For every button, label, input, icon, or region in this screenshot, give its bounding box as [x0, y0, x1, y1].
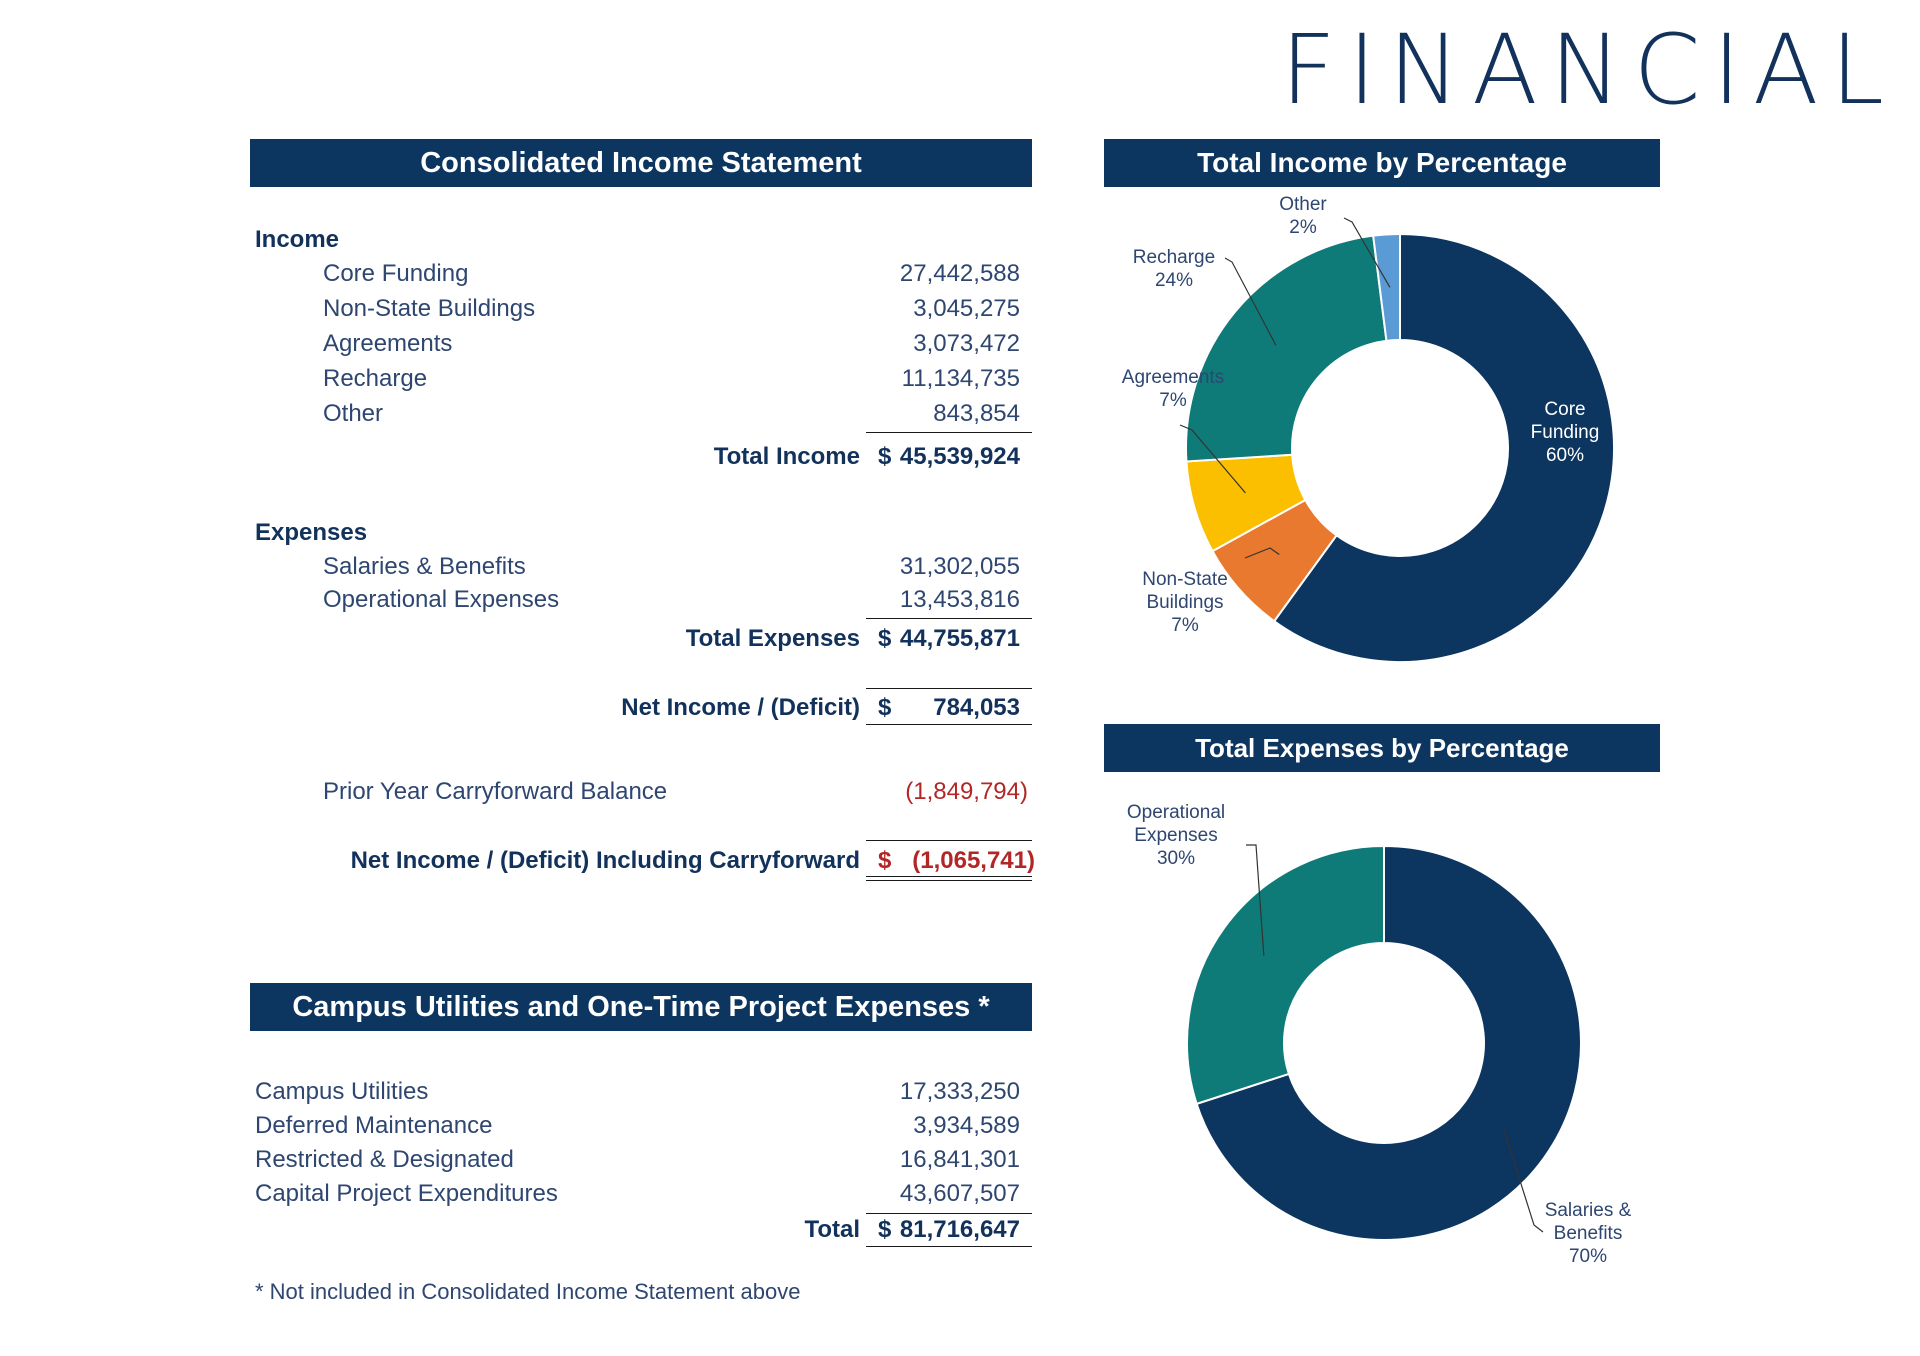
slice-category-label: Agreements	[1122, 367, 1224, 388]
net-income-cf-top-rule	[866, 840, 1032, 841]
expense-item-label: Operational Expenses	[323, 586, 560, 613]
utility-item-row: Deferred Maintenance 3,934,589	[0, 1112, 1040, 1142]
utilities-total-currency: $	[878, 1216, 892, 1243]
total-income-label: Total Income	[713, 443, 860, 470]
utility-item-label: Capital Project Expenditures	[255, 1180, 558, 1207]
donut-slice-recharge	[1185, 234, 1388, 463]
income-item-label: Non-State Buildings	[323, 295, 536, 322]
income-item-row: Non-State Buildings 3,045,275	[0, 295, 1040, 325]
leader-line	[1503, 1130, 1544, 1233]
leader-line	[1224, 257, 1277, 346]
slice-category-label: Core	[1544, 399, 1585, 420]
leader-line	[1343, 217, 1391, 288]
utilities-subtotal-rule	[866, 1213, 1032, 1214]
slice-category-label: Buildings	[1146, 592, 1223, 613]
slice-category-label: Recharge	[1133, 247, 1215, 268]
utility-item-value: 43,607,507	[899, 1180, 1020, 1207]
income-item-value: 11,134,735	[901, 365, 1020, 392]
income-heading: Income	[255, 226, 340, 253]
income-subtotal-rule	[866, 432, 1032, 433]
slice-percent-label: 60%	[1546, 445, 1584, 466]
slice-category-label: Operational	[1127, 802, 1225, 823]
income-chart-title: Total Income by Percentage	[1104, 139, 1660, 187]
slice-percent-label: 30%	[1157, 848, 1195, 869]
income-donut-chart: CoreFunding60%Non-StateBuildings7%Agreem…	[1122, 194, 1615, 663]
slice-percent-label: 24%	[1155, 270, 1193, 291]
net-income-cf-double-rule-2	[866, 880, 1032, 881]
utility-item-label: Campus Utilities	[255, 1078, 429, 1105]
expense-item-value: 13,453,816	[899, 586, 1020, 613]
total-income-currency: $	[878, 443, 892, 470]
utility-item-row: Campus Utilities 17,333,250	[0, 1078, 1040, 1108]
net-income-cf-value: (1,065,741)	[912, 847, 1035, 874]
net-income-top-rule	[866, 688, 1032, 689]
expense-item-row: Salaries & Benefits 31,302,055	[0, 553, 1040, 583]
income-item-label: Agreements	[323, 330, 453, 357]
utilities-footnote: * Not included in Consolidated Income St…	[255, 1279, 801, 1304]
net-income-cf-currency: $	[878, 847, 892, 874]
net-income-currency: $	[878, 694, 892, 721]
total-income-value: 45,539,924	[899, 443, 1020, 470]
income-item-row: Core Funding 27,442,588	[0, 260, 1040, 290]
utility-item-row: Restricted & Designated 16,841,301	[0, 1146, 1040, 1176]
utility-item-value: 16,841,301	[899, 1146, 1020, 1173]
income-statement-title: Consolidated Income Statement	[250, 139, 1032, 187]
carryforward-label: Prior Year Carryforward Balance	[323, 778, 668, 805]
income-item-label: Other	[323, 400, 384, 427]
net-income-value: 784,053	[933, 694, 1020, 721]
income-item-label: Core Funding	[323, 260, 469, 287]
utilities-title: Campus Utilities and One-Time Project Ex…	[250, 983, 1032, 1031]
donut-slice-core-funding	[1272, 232, 1615, 663]
total-expenses-label: Total Expenses	[685, 625, 860, 652]
expenses-heading: Expenses	[255, 519, 368, 546]
net-income-cf-double-rule-1	[866, 876, 1032, 877]
slice-category-label: Other	[1279, 194, 1327, 215]
utilities-total-bottom-rule	[866, 1246, 1032, 1247]
utilities-total-value: 81,716,647	[899, 1216, 1020, 1243]
slice-category-label: Expenses	[1134, 825, 1217, 846]
donut-slice-salaries-benefits	[1195, 844, 1582, 1241]
slice-percent-label: 7%	[1171, 615, 1199, 636]
total-expenses-value: 44,755,871	[899, 625, 1020, 652]
utility-item-value: 3,934,589	[913, 1112, 1020, 1139]
slice-percent-label: 2%	[1289, 217, 1317, 238]
page-title: FINANCIAL	[1280, 14, 1896, 126]
carryforward-value: (1,849,794)	[905, 778, 1028, 805]
utility-item-label: Deferred Maintenance	[255, 1112, 493, 1139]
expenses-subtotal-rule	[866, 618, 1032, 619]
income-item-label: Recharge	[323, 365, 428, 392]
expense-item-label: Salaries & Benefits	[323, 553, 526, 580]
net-income-cf-label: Net Income / (Deficit) Including Carryfo…	[350, 847, 860, 874]
income-item-row: Other 843,854	[0, 400, 1040, 430]
income-item-row: Recharge 11,134,735	[0, 365, 1040, 395]
donut-slice-operational-expenses	[1186, 844, 1385, 1106]
carryforward-row: Prior Year Carryforward Balance (1,849,7…	[0, 778, 1040, 808]
slice-category-label: Funding	[1531, 422, 1600, 443]
expense-item-value: 31,302,055	[899, 553, 1020, 580]
utility-item-value: 17,333,250	[899, 1078, 1020, 1105]
expense-item-row: Operational Expenses 13,453,816	[0, 586, 1040, 616]
utility-item-row: Capital Project Expenditures 43,607,507	[0, 1180, 1040, 1210]
income-item-value: 27,442,588	[899, 260, 1020, 287]
leader-line	[1246, 844, 1265, 956]
slice-percent-label: 70%	[1569, 1246, 1607, 1267]
donut-slice-other	[1372, 232, 1401, 342]
income-item-value: 3,045,275	[913, 295, 1020, 322]
income-item-row: Agreements 3,073,472	[0, 330, 1040, 360]
utility-item-label: Restricted & Designated	[255, 1146, 514, 1173]
utilities-total-label: Total	[804, 1216, 860, 1243]
net-income-bottom-rule	[866, 724, 1032, 725]
slice-category-label: Non-State	[1142, 569, 1228, 590]
slice-percent-label: 7%	[1159, 390, 1187, 411]
leader-line	[1244, 547, 1280, 559]
income-item-value: 843,854	[933, 400, 1020, 427]
total-expenses-currency: $	[878, 625, 892, 652]
leader-line	[1179, 424, 1246, 494]
slice-category-label: Benefits	[1554, 1223, 1623, 1244]
expenses-chart-title: Total Expenses by Percentage	[1104, 724, 1660, 772]
net-income-label: Net Income / (Deficit)	[621, 694, 860, 721]
slice-category-label: Salaries &	[1545, 1200, 1632, 1221]
income-item-value: 3,073,472	[913, 330, 1020, 357]
